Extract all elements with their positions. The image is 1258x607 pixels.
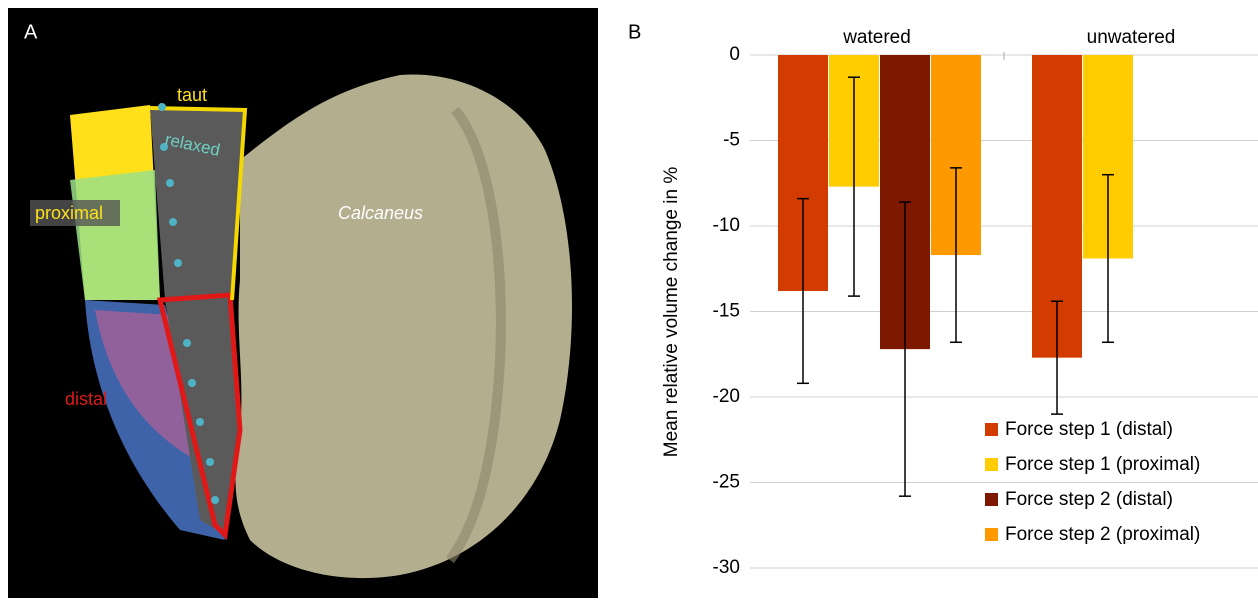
bone-shade bbox=[445, 106, 506, 563]
y-tick-label: -30 bbox=[713, 557, 740, 578]
legend-label: Force step 1 (distal) bbox=[1005, 419, 1173, 440]
legend-swatch bbox=[985, 493, 998, 506]
error-bar bbox=[1102, 173, 1114, 344]
legend-label: Force step 2 (proximal) bbox=[1005, 524, 1200, 545]
y-tick-label: -10 bbox=[713, 215, 740, 236]
y-tick-label: -20 bbox=[713, 386, 740, 407]
category-label: unwatered bbox=[1087, 27, 1176, 48]
error-bar bbox=[899, 201, 911, 497]
y-tick-label: -15 bbox=[713, 301, 740, 322]
tendon-slice bbox=[150, 108, 245, 535]
annotation: taut bbox=[177, 85, 207, 105]
error-bar bbox=[1051, 300, 1063, 415]
category-label: watered bbox=[842, 27, 911, 48]
annotation: distal bbox=[65, 389, 107, 409]
label-bg bbox=[30, 200, 120, 226]
legend-swatch bbox=[985, 458, 998, 471]
panel-a: A taut relaxed proximal Calcaneus distal bbox=[8, 8, 598, 598]
panel-label: A bbox=[24, 21, 38, 43]
legend-label: Force step 2 (distal) bbox=[1005, 489, 1173, 510]
markers bbox=[158, 103, 219, 504]
legend-swatch bbox=[985, 423, 998, 436]
panel-label: B bbox=[628, 21, 641, 43]
legend-label: Force step 1 (proximal) bbox=[1005, 454, 1200, 475]
distal-outline bbox=[156, 292, 243, 541]
proximal-outline bbox=[149, 106, 248, 301]
proximal-relaxed bbox=[70, 170, 160, 300]
annotation: proximal bbox=[35, 203, 103, 223]
error-bar bbox=[950, 167, 962, 344]
y-tick-label: -5 bbox=[723, 130, 740, 151]
y-tick-label: 0 bbox=[729, 44, 740, 65]
y-tick-label: -25 bbox=[713, 472, 740, 493]
error-bar bbox=[848, 76, 860, 297]
legend-swatch bbox=[985, 528, 998, 541]
y-axis-label: Mean relative volume change in % bbox=[661, 167, 682, 458]
error-bar bbox=[797, 197, 809, 385]
annotation: Calcaneus bbox=[338, 203, 423, 223]
distal-taut bbox=[95, 310, 215, 470]
